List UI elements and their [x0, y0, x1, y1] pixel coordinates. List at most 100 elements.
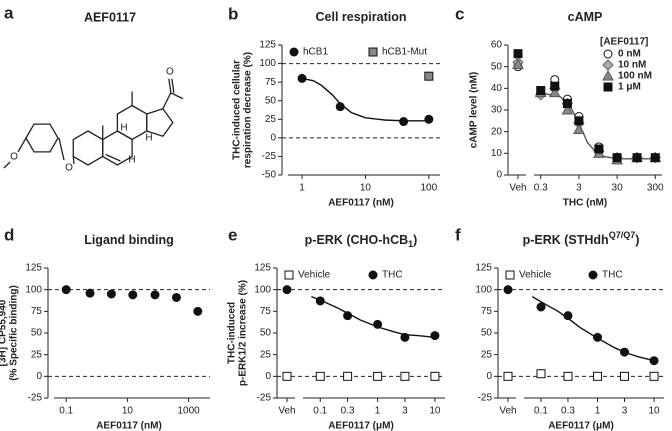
- point: [424, 114, 434, 124]
- x-tick-label: 0.3: [561, 406, 575, 417]
- bond: [162, 91, 184, 110]
- x-tick-label: 30: [612, 183, 624, 194]
- y-tick-label: 10: [491, 148, 503, 159]
- legend-label: 0 nM: [618, 49, 641, 60]
- x-tick-label: 0.3: [534, 183, 548, 194]
- legend-marker: [603, 82, 613, 92]
- title-end: ): [635, 233, 639, 247]
- point: [574, 116, 584, 126]
- point: [513, 49, 523, 59]
- point: [335, 102, 345, 112]
- point: [512, 58, 524, 69]
- y-tick-label: 0: [496, 170, 502, 181]
- atom-label: H: [145, 133, 152, 144]
- title-text: p-ERK (CHO-hCB: [305, 233, 408, 247]
- y-axis-label: respiration decrease (%): [243, 52, 254, 168]
- y-tick-label: 60: [491, 40, 503, 51]
- x-tick-label: Veh: [278, 406, 295, 417]
- y-tick-label: -25: [262, 151, 277, 162]
- y-tick-label: -25: [257, 393, 272, 404]
- bond: [72, 156, 75, 165]
- bond: [105, 153, 121, 162]
- x-axis-label: AEF0117 (μM): [328, 421, 394, 431]
- point: [171, 292, 181, 302]
- x-tick-label: 3: [402, 406, 408, 417]
- legend-label: THC: [602, 270, 623, 281]
- y-axis-label: [3H] CP55,940: [0, 299, 9, 366]
- point: [400, 332, 410, 342]
- structure-title: AEF0117: [84, 10, 136, 24]
- title-end: ): [413, 233, 417, 247]
- point: [297, 73, 307, 83]
- title-text: p-ERK (STHdh: [523, 233, 609, 247]
- x-tick-label: 10: [122, 406, 134, 417]
- y-tick-label: 50: [31, 328, 43, 339]
- point: [343, 311, 353, 321]
- y-tick-label: 25: [31, 349, 43, 360]
- x-axis-label: AEF0117 (μM): [548, 421, 614, 431]
- panel-label: d: [4, 225, 14, 244]
- x-axis-label: AEF0117 (nM): [328, 198, 394, 209]
- y-axis-label: cAMP level (nM): [469, 72, 480, 149]
- point: [562, 99, 572, 108]
- point: [649, 371, 659, 381]
- point: [536, 302, 546, 312]
- y-tick-label: 40: [491, 83, 503, 94]
- y-tick-label: 0: [265, 371, 271, 382]
- fit-curve: [301, 77, 429, 122]
- legend-label: 1 μM: [618, 82, 641, 93]
- bond: [171, 78, 175, 93]
- point: [315, 371, 325, 381]
- chart-title: Ligand binding: [84, 233, 174, 247]
- legend-marker: [368, 47, 378, 57]
- point: [563, 371, 573, 381]
- point: [106, 289, 116, 299]
- title-text: cAMP: [568, 10, 603, 24]
- point: [150, 290, 160, 300]
- y-tick-label: 25: [260, 349, 272, 360]
- point: [503, 371, 513, 381]
- y-tick-label: 125: [475, 263, 492, 274]
- legend-marker: [603, 49, 613, 59]
- x-axis-label: THC (nM): [563, 198, 607, 209]
- title-sub: 1: [408, 239, 413, 249]
- legend-title: [AEF0117]: [600, 37, 648, 48]
- y-tick-label: 50: [265, 95, 277, 106]
- bond: [72, 130, 104, 166]
- y-axis-label: (% Specific binding): [9, 285, 20, 381]
- point: [373, 319, 383, 329]
- x-tick-label: Veh: [509, 183, 526, 194]
- chart-title: cAMP: [568, 10, 603, 24]
- point: [61, 285, 71, 295]
- atom-label: H: [120, 123, 127, 134]
- point: [573, 123, 585, 134]
- fit-curve: [531, 295, 655, 362]
- point: [548, 86, 561, 98]
- y-tick-label: 100: [475, 284, 492, 295]
- point: [85, 288, 95, 298]
- y-axis-label: p-ERK1/2 increase (%): [238, 280, 249, 386]
- legend-label: 100 nM: [618, 71, 652, 82]
- point: [594, 144, 604, 154]
- y-tick-label: 75: [31, 306, 43, 317]
- point: [430, 371, 440, 381]
- x-tick-label: 10: [429, 406, 441, 417]
- x-tick-label: 10: [648, 406, 660, 417]
- legend-marker: [602, 69, 614, 81]
- chart-title: Cell respiration: [316, 10, 407, 24]
- y-tick-label: -25: [478, 393, 493, 404]
- y-tick-label: -25: [28, 393, 43, 404]
- x-axis-label: AEF0117 (nM): [96, 421, 162, 431]
- point: [128, 290, 138, 300]
- y-tick-label: 100: [254, 284, 271, 295]
- point: [503, 285, 513, 295]
- chart-title: p-ERK (STHdhQ7/Q7): [523, 230, 640, 247]
- y-axis-label: THC-induced: [227, 302, 238, 364]
- y-tick-label: 25: [481, 349, 493, 360]
- y-tick-label: 20: [491, 126, 503, 137]
- point: [619, 371, 629, 381]
- title-sup: Q7/Q7: [609, 230, 636, 240]
- bond: [17, 137, 27, 153]
- point: [536, 86, 546, 95]
- x-tick-label: 0.1: [534, 406, 548, 417]
